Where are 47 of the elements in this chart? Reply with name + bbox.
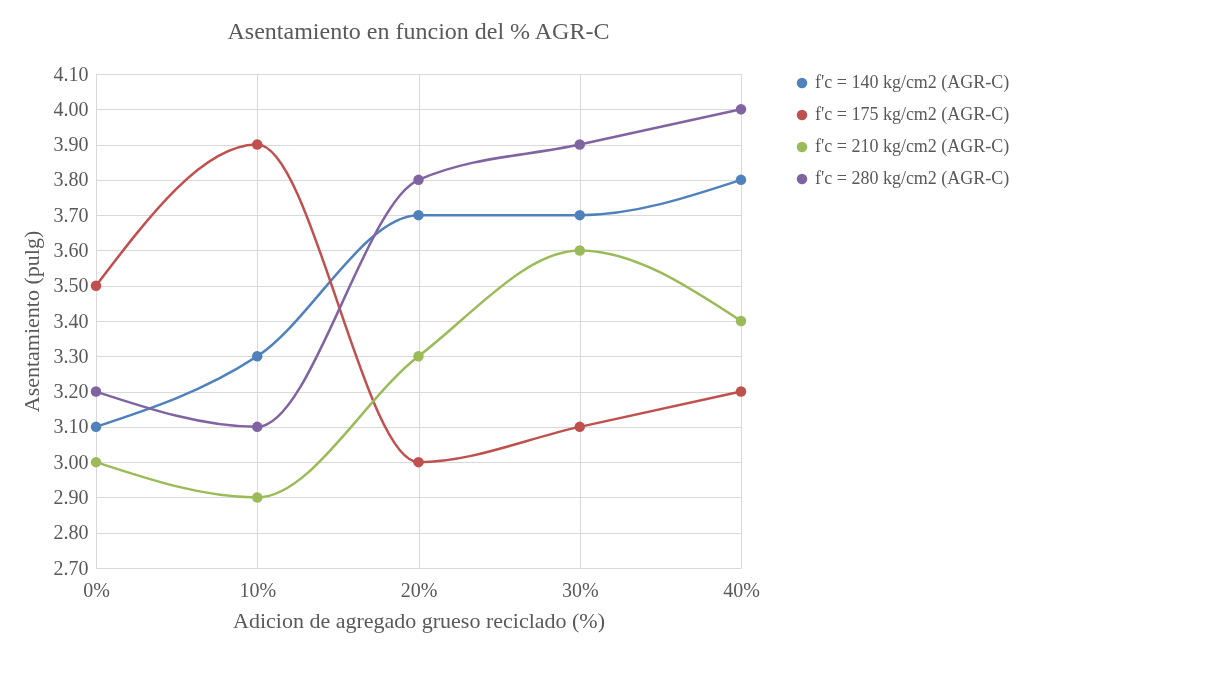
point: [252, 139, 263, 150]
y-tick-label: 3.90: [53, 133, 89, 156]
y-tick-label: 3.50: [53, 274, 89, 297]
legend-label: f'c = 175 kg/cm2 (AGR-C): [815, 104, 1010, 125]
y-tick-label: 3.20: [53, 380, 89, 403]
point: [90, 280, 102, 291]
legend-label: f'c = 280 kg/cm2 (AGR-C): [815, 168, 1010, 189]
point: [574, 245, 585, 256]
y-tick-label: 4.10: [53, 62, 89, 85]
y-tick-label: 3.40: [53, 309, 89, 332]
y-tick-label: 3.00: [53, 450, 89, 473]
y-tick-label: 4.00: [53, 97, 89, 120]
y-tick-label: 3.10: [53, 415, 89, 438]
x-tick-label: 20%: [400, 578, 438, 601]
point: [252, 492, 263, 503]
point: [90, 456, 102, 468]
point: [735, 315, 747, 327]
y-tick-label: 3.60: [53, 238, 89, 261]
point: [574, 139, 585, 150]
point: [735, 174, 747, 186]
y-axis-title: Asentamiento (pulg): [18, 230, 44, 413]
y-tick-label: 3.80: [53, 168, 89, 191]
point: [90, 421, 102, 433]
point: [413, 456, 424, 468]
point: [735, 386, 747, 397]
y-tick-label: 2.80: [53, 521, 89, 544]
point: [735, 104, 747, 115]
point: [413, 351, 424, 362]
y-tick-label: 2.90: [53, 485, 89, 508]
chart-title: Asentamiento en funcion del % AGR-C: [227, 18, 610, 44]
y-tick-label: 3.70: [53, 203, 89, 226]
y-tick-label: 3.30: [53, 344, 89, 367]
legend-label: f'c = 140 kg/cm2 (AGR-C): [815, 72, 1010, 93]
point: [574, 209, 585, 221]
point: [413, 174, 424, 186]
point: [252, 351, 263, 362]
x-tick-label: 0%: [83, 578, 110, 601]
x-axis-title: Adicion de agregado grueso reciclado (%): [232, 607, 606, 633]
point: [574, 421, 585, 433]
point: [413, 209, 424, 221]
point: [90, 386, 102, 397]
x-tick-label: 40%: [723, 578, 760, 601]
point: [252, 421, 263, 433]
x-tick-label: 30%: [561, 578, 599, 601]
y-tick-label: 2.70: [53, 556, 89, 579]
legend-label: f'c = 210 kg/cm2 (AGR-C): [815, 136, 1010, 157]
x-tick-label: 10%: [239, 578, 277, 601]
